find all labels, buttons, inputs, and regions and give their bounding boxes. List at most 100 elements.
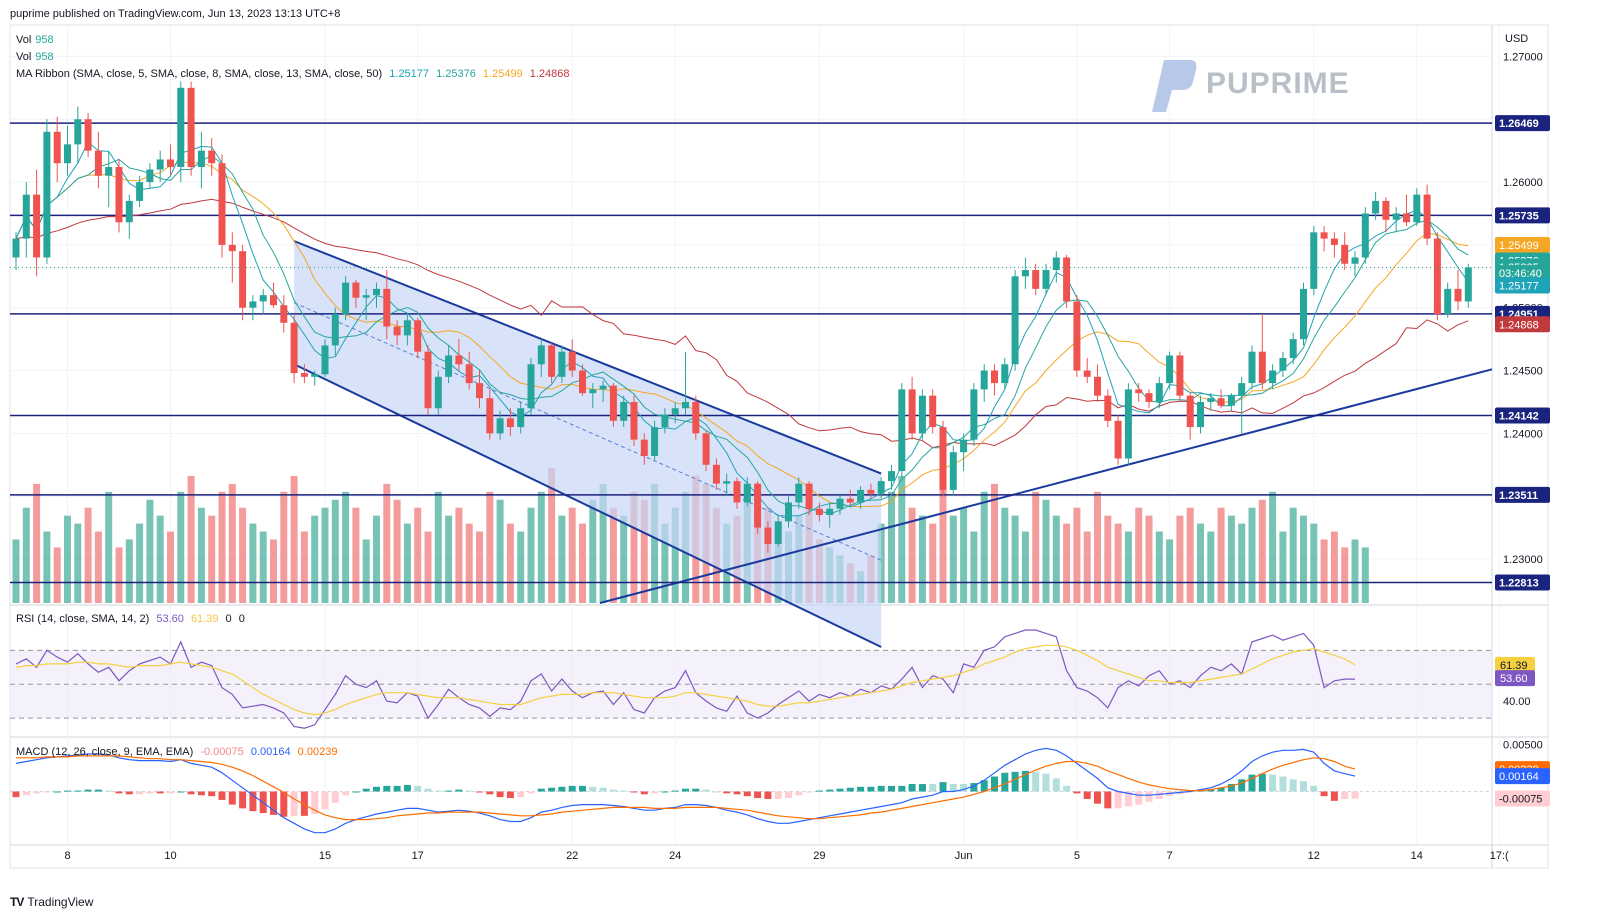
- macd-histogram-bar: [702, 789, 710, 792]
- time-tick-label: 17:(: [1490, 850, 1509, 862]
- candle-body: [671, 408, 679, 415]
- candle-body: [1166, 355, 1174, 384]
- macd-histogram-bar: [1227, 784, 1235, 792]
- volume-bar: [1052, 515, 1060, 603]
- candle-body: [300, 373, 308, 377]
- candle-body: [1310, 232, 1318, 289]
- candle-body: [640, 439, 648, 456]
- macd-histogram-bar: [414, 785, 422, 792]
- volume-bar: [991, 483, 998, 603]
- candle-body: [1073, 301, 1081, 371]
- candle-body: [661, 414, 669, 428]
- volume-bar: [1258, 499, 1266, 603]
- macd-histogram-bar: [1289, 779, 1297, 792]
- price-tag-label: 1.25735: [1499, 210, 1539, 222]
- candle-body: [94, 150, 102, 176]
- candle-body: [1361, 213, 1369, 258]
- macd-histogram-bar: [1320, 791, 1328, 797]
- volume-bar: [651, 483, 659, 603]
- volume-bar: [1166, 539, 1174, 603]
- volume-bar: [568, 507, 576, 603]
- rsi-value-tag-label: 61.39: [1500, 660, 1528, 672]
- candle-body: [692, 401, 700, 434]
- candle-body: [280, 305, 288, 323]
- candle-body: [187, 87, 195, 167]
- macd-histogram-bar: [342, 791, 350, 796]
- volume-bar: [558, 515, 566, 603]
- volume-bar: [620, 515, 628, 603]
- candle-body: [43, 131, 51, 258]
- candle-body: [352, 282, 360, 298]
- volume-bar: [1330, 531, 1338, 603]
- volume-bar: [146, 499, 154, 603]
- price-tag: [1495, 486, 1550, 503]
- macd-histogram-bar: [136, 791, 144, 795]
- candle-body: [888, 471, 895, 482]
- candle-body: [1454, 288, 1462, 302]
- price-tag-label: 1.22813: [1499, 578, 1539, 590]
- macd-histogram-bar: [857, 786, 865, 792]
- volume-bar: [537, 491, 545, 603]
- candle-body: [270, 295, 277, 306]
- candle-body: [125, 200, 133, 223]
- candle-body: [1197, 401, 1204, 428]
- volume-bar: [311, 515, 319, 603]
- candle-body: [1186, 395, 1194, 428]
- macd-histogram-bar: [74, 790, 82, 792]
- macd-histogram-bar: [218, 791, 226, 800]
- macd-histogram-bar: [1063, 785, 1071, 792]
- price-tag: [1495, 265, 1550, 282]
- macd-histogram-bar: [280, 791, 288, 817]
- macd-histogram-bar: [249, 791, 257, 812]
- tradingview-brand: TradingView: [27, 895, 94, 909]
- macd-histogram-bar: [1258, 773, 1266, 792]
- macd-histogram-bar: [1052, 778, 1060, 792]
- macd-histogram-bar: [888, 785, 895, 792]
- volume-bar: [929, 523, 937, 603]
- candle-body: [754, 483, 762, 528]
- candle-body: [805, 483, 813, 509]
- macd-histogram-bar: [1094, 791, 1101, 804]
- macd-histogram-bar: [939, 782, 947, 792]
- volume-bar: [1073, 507, 1081, 603]
- volume-bar: [1145, 515, 1153, 603]
- candle-body: [589, 389, 597, 394]
- macd-histogram-bar: [228, 791, 236, 805]
- macd-histogram-bar: [774, 791, 782, 799]
- ma-ribbon-legend: MA Ribbon (SMA, close, 5, SMA, close, 8,…: [16, 68, 574, 80]
- vol-legend-1: Vol 958: [16, 34, 58, 46]
- candle-body: [115, 166, 123, 223]
- candle-body: [702, 433, 710, 465]
- volume-bar: [414, 507, 422, 603]
- candle-body: [1392, 213, 1400, 220]
- macd-histogram-bar: [970, 783, 978, 792]
- candle-body: [836, 498, 844, 509]
- volume-bar: [249, 523, 257, 603]
- tradingview-footer[interactable]: TV TradingView: [10, 895, 93, 909]
- candle-body: [651, 427, 659, 456]
- macd-histogram-bar: [805, 791, 813, 793]
- macd-histogram-bar: [826, 789, 834, 792]
- candle-body: [403, 320, 411, 336]
- rsi-extra-value-2: 0: [238, 613, 245, 625]
- macd-histogram-bar: [321, 791, 329, 810]
- candle-body: [1248, 351, 1256, 384]
- volume-bar: [259, 531, 267, 603]
- price-tick-label: 1.23000: [1503, 554, 1543, 566]
- macd-histogram-bar: [1310, 785, 1318, 792]
- candle-body: [1351, 257, 1359, 264]
- macd-histogram-bar: [558, 786, 566, 792]
- macd-histogram-bar: [640, 791, 648, 795]
- macd-hist-value: -0.00075: [200, 746, 244, 758]
- macd-histogram-bar: [764, 791, 772, 799]
- puprime-logo-icon: [1152, 60, 1197, 112]
- price-tag: [1495, 115, 1550, 132]
- macd-histogram-bar: [1145, 791, 1153, 802]
- candle-body: [1269, 370, 1277, 384]
- macd-histogram-bar: [476, 791, 483, 793]
- candle-body: [774, 521, 782, 544]
- macd-histogram-bar: [537, 788, 545, 792]
- candle-body: [506, 418, 514, 428]
- volume-bar: [136, 523, 144, 603]
